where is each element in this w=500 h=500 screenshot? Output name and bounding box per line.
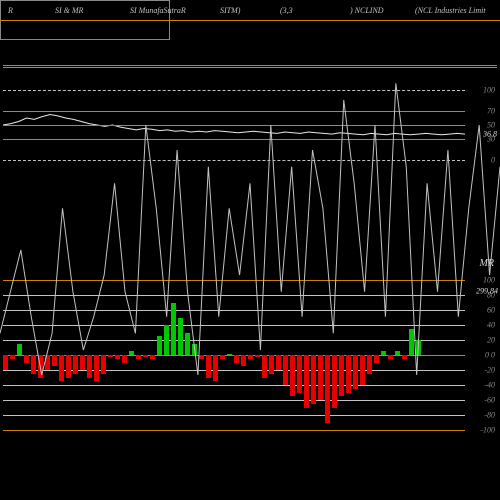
small-gridline — [0, 20, 500, 21]
small-panel: 1-29 — [0, 0, 170, 40]
small-line-chart — [0, 0, 500, 500]
